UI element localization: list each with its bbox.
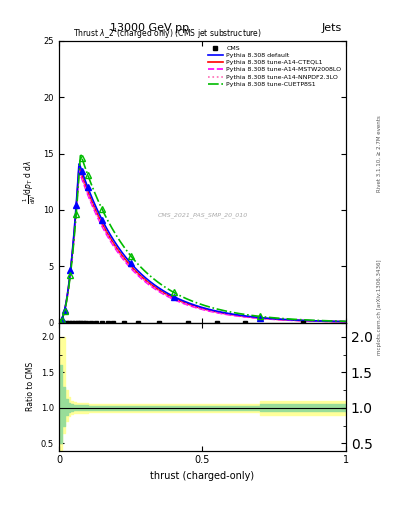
Pythia 8.308 tune-A14-NNPDF2.3LO xyxy=(292,317,297,324)
Pythia 8.308 default xyxy=(77,160,82,166)
Pythia 8.308 tune-A14-CTEQL1 xyxy=(213,309,217,315)
Pythia 8.308 tune-A14-MSTW2008LO xyxy=(292,317,297,324)
CMS xyxy=(300,319,305,326)
Text: Thrust $\lambda\_2^1$(charged only) (CMS jet substructure): Thrust $\lambda\_2^1$(charged only) (CMS… xyxy=(73,27,262,41)
Pythia 8.308 default xyxy=(337,318,342,325)
CMS xyxy=(136,319,140,326)
Line: CMS: CMS xyxy=(58,321,305,325)
CMS xyxy=(121,319,126,326)
Pythia 8.308 tune-CUETP8S1 xyxy=(195,300,200,306)
CMS xyxy=(81,319,86,326)
Pythia 8.308 tune-CUETP8S1 xyxy=(213,305,217,311)
Pythia 8.308 tune-A14-NNPDF2.3LO xyxy=(343,318,348,325)
CMS xyxy=(58,319,63,326)
CMS xyxy=(70,319,74,326)
CMS xyxy=(157,319,162,326)
Pythia 8.308 tune-A14-MSTW2008LO xyxy=(343,319,348,325)
CMS xyxy=(75,319,80,326)
Pythia 8.308 tune-A14-NNPDF2.3LO xyxy=(77,167,82,174)
CMS xyxy=(111,319,116,326)
Pythia 8.308 tune-A14-CTEQL1 xyxy=(194,304,198,310)
Pythia 8.308 tune-A14-NNPDF2.3LO xyxy=(228,312,233,318)
Text: CMS_2021_PAS_SMP_20_010: CMS_2021_PAS_SMP_20_010 xyxy=(157,212,248,219)
Pythia 8.308 tune-CUETP8S1 xyxy=(78,151,83,157)
Line: Pythia 8.308 tune-A14-MSTW2008LO: Pythia 8.308 tune-A14-MSTW2008LO xyxy=(59,172,346,323)
Pythia 8.308 tune-A14-MSTW2008LO xyxy=(228,312,233,318)
Pythia 8.308 default xyxy=(195,303,200,309)
Pythia 8.308 tune-A14-NNPDF2.3LO xyxy=(213,309,217,315)
Pythia 8.308 tune-CUETP8S1 xyxy=(343,318,348,325)
Pythia 8.308 tune-A14-CTEQL1 xyxy=(57,319,62,326)
Pythia 8.308 tune-A14-MSTW2008LO xyxy=(213,309,217,315)
Legend: CMS, Pythia 8.308 default, Pythia 8.308 tune-A14-CTEQL1, Pythia 8.308 tune-A14-M: CMS, Pythia 8.308 default, Pythia 8.308 … xyxy=(205,43,344,90)
Text: 13000 GeV pp: 13000 GeV pp xyxy=(110,23,189,33)
Pythia 8.308 tune-A14-NNPDF2.3LO xyxy=(337,318,342,325)
Pythia 8.308 tune-A14-MSTW2008LO xyxy=(195,305,200,311)
CMS xyxy=(67,319,72,326)
Line: Pythia 8.308 default: Pythia 8.308 default xyxy=(59,163,346,323)
Y-axis label: $\frac{1}{\mathrm{d}N}$/$\mathrm{d}p_T$ $\mathrm{d}$ $\mathrm{d}\lambda$: $\frac{1}{\mathrm{d}N}$/$\mathrm{d}p_T$ … xyxy=(22,160,38,204)
Pythia 8.308 default xyxy=(292,317,297,323)
Pythia 8.308 tune-A14-NNPDF2.3LO xyxy=(194,304,198,310)
Pythia 8.308 default xyxy=(343,318,348,325)
Pythia 8.308 tune-CUETP8S1 xyxy=(228,309,233,315)
CMS xyxy=(61,319,66,326)
CMS xyxy=(94,319,99,326)
Pythia 8.308 default xyxy=(213,308,217,314)
Pythia 8.308 tune-A14-CTEQL1 xyxy=(343,318,348,325)
Text: mcplots.cern.ch [arXiv:1306.3436]: mcplots.cern.ch [arXiv:1306.3436] xyxy=(377,260,382,355)
Text: Rivet 3.1.10, ≥ 2.7M events: Rivet 3.1.10, ≥ 2.7M events xyxy=(377,115,382,192)
Pythia 8.308 tune-A14-NNPDF2.3LO xyxy=(195,305,200,311)
X-axis label: thrust (charged-only): thrust (charged-only) xyxy=(151,471,254,481)
CMS xyxy=(88,319,93,326)
CMS xyxy=(105,319,110,326)
CMS xyxy=(243,319,248,326)
Text: Jets: Jets xyxy=(321,23,342,33)
CMS xyxy=(64,319,68,326)
Pythia 8.308 tune-A14-CTEQL1 xyxy=(195,304,200,310)
Pythia 8.308 tune-A14-NNPDF2.3LO xyxy=(57,319,62,326)
Pythia 8.308 tune-A14-MSTW2008LO xyxy=(337,318,342,325)
Pythia 8.308 tune-A14-MSTW2008LO xyxy=(57,319,62,326)
Pythia 8.308 tune-A14-MSTW2008LO xyxy=(194,305,198,311)
Pythia 8.308 tune-A14-CTEQL1 xyxy=(77,165,82,171)
Pythia 8.308 tune-CUETP8S1 xyxy=(57,319,62,326)
CMS xyxy=(72,319,77,326)
Line: Pythia 8.308 tune-CUETP8S1: Pythia 8.308 tune-CUETP8S1 xyxy=(59,154,346,323)
Pythia 8.308 tune-CUETP8S1 xyxy=(292,316,297,323)
Pythia 8.308 tune-A14-CTEQL1 xyxy=(228,311,233,317)
Pythia 8.308 default xyxy=(228,311,233,317)
Line: Pythia 8.308 tune-A14-CTEQL1: Pythia 8.308 tune-A14-CTEQL1 xyxy=(59,168,346,323)
Pythia 8.308 default xyxy=(57,319,62,326)
Line: Pythia 8.308 tune-A14-NNPDF2.3LO: Pythia 8.308 tune-A14-NNPDF2.3LO xyxy=(59,170,346,323)
Pythia 8.308 tune-A14-CTEQL1 xyxy=(337,318,342,325)
Pythia 8.308 tune-CUETP8S1 xyxy=(194,300,198,306)
Pythia 8.308 tune-A14-MSTW2008LO xyxy=(77,168,82,175)
CMS xyxy=(78,319,83,326)
Pythia 8.308 tune-A14-CTEQL1 xyxy=(292,317,297,323)
Pythia 8.308 default xyxy=(194,303,198,309)
CMS xyxy=(84,319,88,326)
Y-axis label: Ratio to CMS: Ratio to CMS xyxy=(26,362,35,411)
Pythia 8.308 tune-CUETP8S1 xyxy=(337,318,342,324)
CMS xyxy=(100,319,105,326)
CMS xyxy=(186,319,191,326)
CMS xyxy=(215,319,219,326)
